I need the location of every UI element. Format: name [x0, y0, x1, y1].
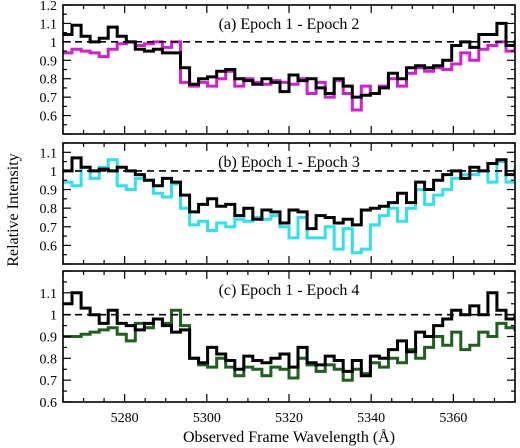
y-tick-label: 1 [50, 309, 57, 324]
y-tick-label: 1.1 [40, 146, 58, 161]
x-tick-label: 5320 [275, 411, 303, 426]
y-tick-label: 0.7 [40, 221, 58, 236]
y-tick-label: 0.8 [40, 202, 58, 217]
x-tick-label: 5340 [357, 411, 385, 426]
y-tick-label: 1 [50, 36, 57, 51]
x-axis-label: Observed Frame Wavelength (Å) [183, 428, 395, 446]
x-tick-label: 5360 [439, 411, 467, 426]
y-tick-label: 0.9 [40, 331, 58, 346]
y-tick-label: 0.9 [40, 184, 58, 199]
x-tick-label: 5300 [193, 411, 221, 426]
y-tick-label: 1.1 [40, 17, 58, 32]
series-line-comparison [63, 308, 515, 382]
y-axis-label: Relative Intensity [5, 153, 22, 266]
y-tick-label: 0.8 [40, 73, 58, 88]
y-tick-label: 0.9 [40, 54, 58, 69]
series-line-epoch1 [63, 156, 515, 231]
y-tick-label: 1.2 [40, 0, 58, 14]
series-line-comparison [63, 40, 515, 112]
panel-1: 0.6 0.7 0.8 0.9 1 1.1 1.2 (a) Epoch 1 - Epoch 2 [40, 0, 516, 135]
y-tick-label: 0.7 [40, 374, 58, 389]
panel-3-series [63, 291, 515, 382]
y-tick-label: 1.1 [40, 287, 58, 302]
y-tick-label: 0.6 [40, 396, 58, 411]
x-tick-label: 5280 [111, 411, 139, 426]
panel-title: (a) Epoch 1 - Epoch 2 [219, 16, 360, 33]
y-tick-label: 0.8 [40, 352, 58, 367]
panel-title: (b) Epoch 1 - Epoch 3 [218, 154, 360, 171]
y-tick-label: 1 [50, 165, 57, 180]
y-tick-label: 0.6 [40, 239, 58, 254]
series-line-epoch1 [63, 291, 515, 378]
y-tick-label: 0.7 [40, 91, 58, 106]
y-tick-label: 0.6 [40, 110, 58, 125]
panel-2: 0.6 0.7 0.8 0.9 1 1.1 (b) Epoch 1 - Epoch 3 [40, 142, 516, 265]
x-tick-labels: 5280 5300 5320 5340 5360 [111, 411, 468, 426]
panel-title: (c) Epoch 1 - Epoch 4 [219, 282, 360, 299]
panel-3: 0.6 0.7 0.8 0.9 1 1.1 (c) Epoch 1 - Epoch 4 [40, 270, 516, 411]
panel-1-series [63, 21, 515, 112]
panel-2-series [63, 156, 515, 255]
series-line-epoch1 [63, 21, 515, 99]
panels-layer: 0.6 0.7 0.8 0.9 1 1.1 1.2 (a) Epoch 1 - Epoch 2… [40, 0, 516, 411]
